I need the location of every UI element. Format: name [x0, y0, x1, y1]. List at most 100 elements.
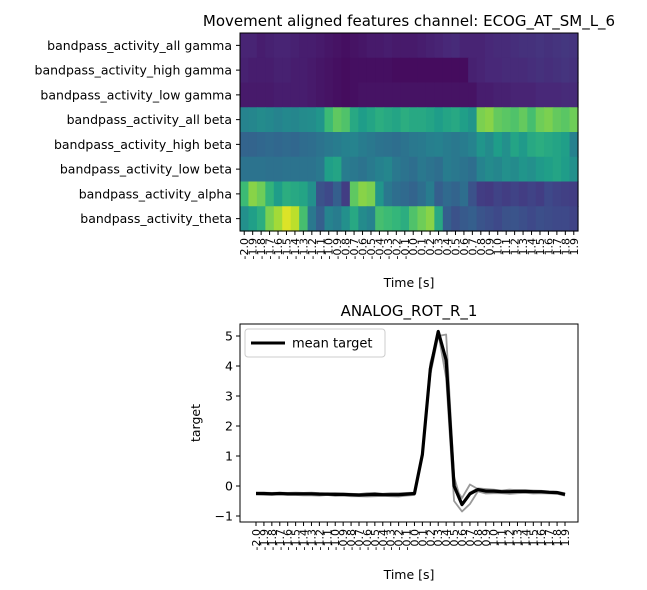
heatmap-cell: [299, 82, 309, 108]
heatmap-cell: [552, 33, 562, 59]
heatmap-cell: [316, 156, 326, 183]
heatmap-cell: [375, 181, 385, 207]
heatmap-cell: [425, 33, 435, 59]
heatmap-cell: [375, 82, 385, 108]
heatmap-cell: [510, 132, 520, 158]
line-x-tick-label: 1.6: [535, 529, 548, 547]
line-x-tick-label: -0.6: [361, 529, 374, 550]
heatmap-x-tick-label: -1.0: [323, 238, 336, 259]
line-y-tick-label: 1: [225, 449, 233, 464]
heatmap-cell: [366, 57, 376, 84]
heatmap-cell: [535, 33, 545, 59]
heatmap-cell: [434, 156, 444, 183]
heatmap-cell: [569, 57, 579, 84]
heatmap-x-tick-label: -2.0: [238, 238, 251, 259]
heatmap-row-label: bandpass_activity_alpha: [79, 186, 232, 201]
heatmap-cell: [459, 57, 469, 84]
heatmap-cell: [299, 132, 309, 158]
heatmap-x-tick-label: 0.4: [441, 238, 454, 256]
heatmap-cell: [561, 181, 571, 207]
heatmap-cell: [316, 206, 326, 232]
heatmap-cell: [341, 156, 351, 183]
heatmap-cell: [552, 82, 562, 108]
heatmap-row-label: bandpass_activity_theta: [80, 211, 232, 226]
heatmap-cell: [409, 156, 419, 183]
heatmap-cell: [307, 57, 317, 84]
heatmap-row-label: bandpass_activity_high gamma: [35, 63, 232, 78]
heatmap-cell: [485, 156, 495, 183]
heatmap-cell: [535, 206, 545, 232]
heatmap-cell: [256, 57, 266, 84]
heatmap-cell: [544, 156, 554, 183]
heatmap-cell: [485, 132, 495, 158]
heatmap-cell: [240, 156, 250, 183]
line-x-tick-label: 0.2: [424, 529, 437, 547]
line-x-tick-label: -0.5: [369, 529, 382, 550]
heatmap-cell: [256, 156, 266, 183]
heatmap-x-tick-label: -0.7: [348, 238, 361, 259]
line-x-tick-label: -0.9: [337, 529, 350, 550]
legend: mean target: [244, 328, 386, 358]
heatmap-cell: [409, 132, 419, 158]
heatmap-cell: [273, 206, 283, 232]
heatmap-cell: [476, 57, 486, 84]
heatmap-cell: [544, 107, 554, 133]
heatmap-cell: [468, 181, 478, 207]
heatmap-cell: [400, 33, 410, 59]
heatmap-cell: [290, 132, 300, 158]
heatmap-x-tick-label: 0.7: [466, 238, 479, 256]
line-x-tick-label: 0.1: [416, 529, 429, 547]
heatmap-x-tick-label: 0.9: [483, 238, 496, 256]
line-x-tick-label: 1.7: [543, 529, 556, 547]
heatmap-x-tick-label: 0.1: [416, 238, 429, 256]
heatmap-cell: [366, 206, 376, 232]
heatmap-cell: [290, 206, 300, 232]
heatmap-cell: [442, 82, 452, 108]
heatmap-cell: [248, 156, 258, 183]
heatmap-cell: [299, 156, 309, 183]
heatmap-cell: [240, 181, 250, 207]
heatmap-row-labels: bandpass_activity_all gamma bandpass_acti…: [35, 38, 240, 226]
heatmap-cell: [459, 206, 469, 232]
heatmap-cell: [476, 181, 486, 207]
heatmap-cell: [417, 33, 427, 59]
heatmap-cell: [273, 33, 283, 59]
heatmap-cell: [392, 82, 402, 108]
heatmap-cell: [400, 132, 410, 158]
heatmap-cell: [501, 132, 511, 158]
heatmap-cell: [476, 33, 486, 59]
mean-target-line: [256, 329, 566, 507]
heatmap-cell: [256, 206, 266, 232]
heatmap-cell: [324, 82, 334, 108]
heatmap-cell: [316, 132, 326, 158]
heatmap-cell: [535, 107, 545, 133]
line-x-tick-label: 0.0: [408, 529, 421, 547]
heatmap-cell: [358, 206, 368, 232]
heatmap-cell: [459, 132, 469, 158]
heatmap-cell: [299, 181, 309, 207]
heatmap-cell: [518, 57, 528, 84]
heatmap-cell: [425, 57, 435, 84]
heatmap-cell: [561, 107, 571, 133]
heatmap-cell: [316, 33, 326, 59]
heatmap-cell: [476, 156, 486, 183]
heatmap-x-tick-label: -1.2: [306, 238, 319, 259]
line-x-tick-label: -1.2: [313, 529, 326, 550]
heatmap-cell: [552, 156, 562, 183]
heatmap-cell: [332, 82, 342, 108]
heatmap-cell: [442, 156, 452, 183]
heatmap-cell: [400, 82, 410, 108]
heatmap-cell: [451, 57, 461, 84]
heatmap-cell: [290, 156, 300, 183]
line-y-ticks: −1 0 1 2 3 4 5: [215, 329, 240, 524]
heatmap-x-tick-label: 1.0: [492, 238, 505, 256]
heatmap-cell: [240, 82, 250, 108]
heatmap-cell: [248, 132, 258, 158]
heatmap-cell: [493, 57, 503, 84]
heatmap-cell: [332, 181, 342, 207]
heatmap-cell: [544, 33, 554, 59]
heatmap-cell: [273, 82, 283, 108]
line-plot-frame: [239, 323, 579, 523]
heatmap-cell: [299, 33, 309, 59]
heatmap-cell: [518, 206, 528, 232]
